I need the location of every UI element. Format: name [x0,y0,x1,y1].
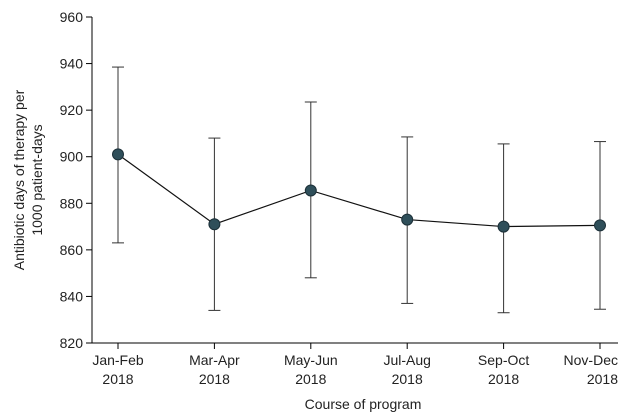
data-point [304,184,317,197]
y-tick-label: 920 [60,102,84,118]
x-axis: Jan-Feb 2018 Mar-Apr 2018 May-Jun 2018 Jul-Aug… [92,342,618,387]
y-tick-label: 860 [60,242,84,258]
y-axis: 820 840 860 880 900 920 940 960 [60,9,93,351]
x-tick-label-year: 2018 [488,371,519,387]
axis-titles: Antibiotic days of therapy per 1000 patie… [11,89,421,412]
x-tick-label-year: 2018 [102,371,133,387]
x-tick-label: Sep-Oct [478,352,529,368]
data-point [594,219,606,232]
x-tick-label-year: 2018 [199,371,230,387]
plot-area [112,66,606,314]
x-tick-label: Jan-Feb [92,352,144,368]
y-tick-label: 900 [60,149,84,165]
x-tick-label: Jul-Aug [383,352,430,368]
data-point [497,220,510,233]
series-line [117,153,601,228]
x-tick-label-year: 2018 [392,371,423,387]
y-axis-title-line: 1000 patient-days [29,124,45,235]
x-tick-label-year: 2018 [295,371,326,387]
x-tick-label: May-Jun [284,352,338,368]
y-tick-label: 880 [60,195,84,211]
x-axis-title: Course of program [305,396,422,412]
y-tick-label: 820 [60,335,84,351]
y-axis-title-line: Antibiotic days of therapy per [11,89,27,270]
data-point [401,213,414,226]
x-tick-label-year: 2018 [587,371,618,387]
data-point [208,218,221,231]
x-tick-label: Nov-Dec [564,352,618,368]
y-tick-label: 940 [60,56,84,72]
y-axis-title: Antibiotic days of therapy per 1000 patie… [11,89,45,270]
x-tick-label: Mar-Apr [189,352,240,368]
y-tick-label: 960 [60,9,84,25]
data-point [112,148,124,161]
y-tick-label: 840 [60,288,84,304]
